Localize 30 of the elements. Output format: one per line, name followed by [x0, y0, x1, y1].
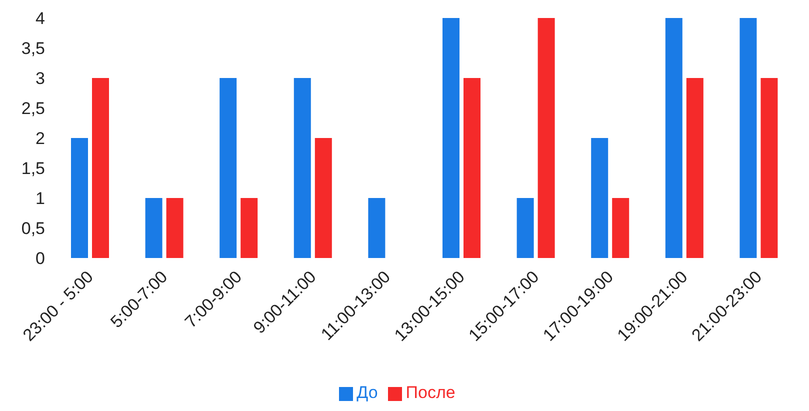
bar — [220, 78, 237, 258]
legend-label: После — [406, 383, 456, 402]
y-tick-label: 1 — [36, 189, 45, 208]
bar — [740, 18, 757, 258]
y-tick-label: 2 — [36, 129, 45, 148]
bar — [760, 78, 778, 258]
bar — [92, 78, 109, 258]
bar — [612, 198, 630, 258]
bar — [71, 138, 88, 258]
legend-label: До — [356, 383, 378, 402]
bar — [464, 78, 480, 258]
bar — [294, 78, 311, 258]
bar — [368, 198, 386, 258]
y-tick-label: 4 — [36, 9, 45, 28]
y-tick-label: 0,5 — [21, 219, 45, 238]
bar — [314, 138, 332, 258]
bar — [665, 18, 682, 258]
y-tick-label: 0 — [36, 249, 45, 268]
y-tick-label: 2,5 — [21, 99, 45, 118]
bar — [516, 198, 534, 258]
bar — [686, 78, 704, 258]
bar — [145, 198, 162, 258]
bar — [538, 18, 555, 258]
bar — [166, 198, 184, 258]
bar — [591, 138, 608, 258]
y-tick-label: 3 — [36, 69, 45, 88]
bar — [240, 198, 258, 258]
y-tick-label: 1,5 — [21, 159, 45, 178]
y-tick-label: 3,5 — [21, 39, 45, 58]
bar — [442, 18, 460, 258]
